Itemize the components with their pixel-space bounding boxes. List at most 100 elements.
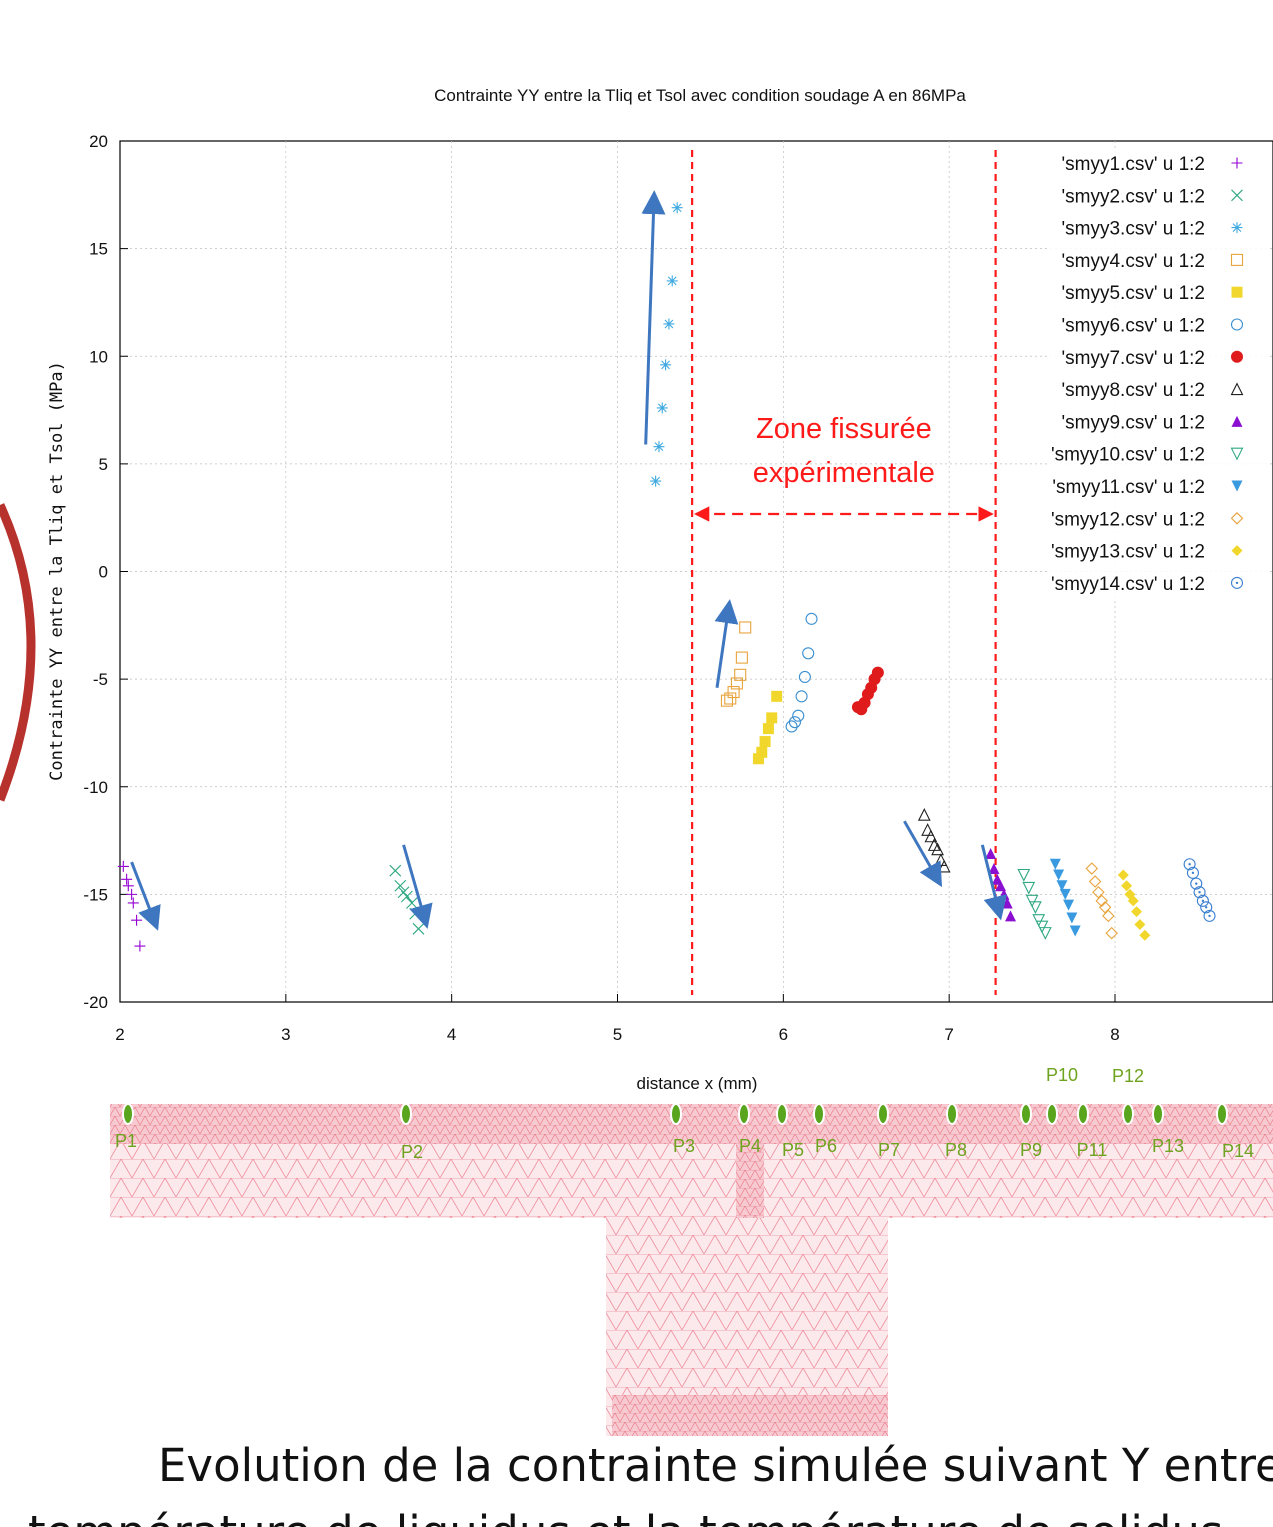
- legend-marker: [1230, 318, 1244, 331]
- probe-label: P11: [1077, 1140, 1108, 1160]
- y-tick-label: 5: [99, 455, 108, 474]
- data-point: [766, 712, 778, 724]
- data-point: [401, 890, 413, 903]
- data-point: [788, 716, 801, 729]
- data-point: [1186, 866, 1199, 879]
- legend-entry-label: 'smyy7.csv' u 1:2: [1062, 348, 1205, 369]
- y-tick-label: -15: [83, 885, 108, 904]
- data-point: [1059, 888, 1071, 900]
- data-point: [739, 621, 752, 634]
- y-tick-label: -20: [83, 993, 108, 1012]
- legend-entry-label: 'smyy3.csv' u 1:2: [1062, 219, 1205, 240]
- y-tick-label: 10: [89, 347, 108, 366]
- legend-entry-label: 'smyy10.csv' u 1:2: [1051, 445, 1205, 466]
- legend-marker: [1231, 545, 1243, 557]
- data-point: [389, 864, 402, 877]
- probe-label: P3: [673, 1136, 695, 1156]
- probe-marker: [738, 1103, 750, 1125]
- data-point: [134, 940, 146, 952]
- data-point: [795, 690, 808, 703]
- series-9: [985, 847, 1017, 922]
- data-point: [1053, 869, 1065, 881]
- series-1: [117, 860, 146, 952]
- data-point: [917, 808, 931, 821]
- data-point: [730, 677, 743, 690]
- data-point: [727, 685, 740, 699]
- probe-label: P2: [401, 1142, 423, 1162]
- data-point: [1022, 881, 1036, 895]
- y-axis-label: Contrainte YY entre la Tliq et Tsol (MPa…: [47, 361, 67, 781]
- data-point: [1200, 901, 1213, 914]
- legend-marker: [1231, 222, 1243, 234]
- legend-marker: [1231, 157, 1243, 169]
- data-point: [412, 922, 425, 935]
- data-point: [771, 690, 783, 702]
- probe-marker: [1216, 1103, 1228, 1125]
- x-tick-label: 4: [447, 1025, 456, 1044]
- data-point: [1088, 875, 1102, 888]
- legend-marker: [1230, 576, 1244, 589]
- series-14: [1183, 858, 1216, 922]
- probe-label: P8: [945, 1140, 967, 1160]
- probe-label: P5: [782, 1140, 804, 1160]
- data-point: [1029, 901, 1042, 915]
- legend-entry-label: 'smyy8.csv' u 1:2: [1062, 380, 1205, 401]
- data-point: [1139, 929, 1151, 941]
- data-point: [1127, 895, 1139, 907]
- data-point: [1092, 885, 1105, 899]
- probe-marker: [122, 1103, 134, 1125]
- y-ticks: 20 15 10 5 0 -5 -10 -15 -20: [83, 132, 128, 1012]
- y-tick-label: 15: [89, 240, 108, 259]
- probe-label: P9: [1020, 1140, 1042, 1160]
- series-12: [1085, 862, 1118, 940]
- data-point: [802, 647, 815, 660]
- series-8: [917, 808, 951, 873]
- data-point: [871, 666, 884, 679]
- series-6: [785, 612, 818, 733]
- data-point: [650, 475, 662, 487]
- legend-marker: [1230, 382, 1244, 396]
- caption-line-2: température de liquidus et la températur…: [28, 1506, 1223, 1527]
- x-tick-label: 8: [1110, 1025, 1119, 1044]
- x-ticks: 2 3 4 5 6 7 8: [115, 994, 1120, 1044]
- legend-marker: [1230, 447, 1244, 461]
- series-10: [1017, 868, 1052, 940]
- series-5: [752, 690, 783, 765]
- legend-entry-label: 'smyy11.csv' u 1:2: [1052, 477, 1205, 498]
- mesh-cross-section: [110, 1104, 1273, 1436]
- data-point: [985, 847, 997, 859]
- data-point: [663, 318, 675, 330]
- legend: 'smyy1.csv' u 1:2 'smyy2.csv' u 1:2 'smyy3…: [1050, 148, 1270, 600]
- data-point: [126, 888, 138, 900]
- x-tick-label: 2: [115, 1025, 124, 1044]
- data-point: [735, 651, 748, 664]
- data-point: [805, 612, 818, 625]
- data-point: [1049, 858, 1061, 870]
- probe-label: P10: [1046, 1065, 1078, 1085]
- data-point: [931, 842, 944, 856]
- y-tick-label: -10: [83, 778, 108, 797]
- probe-label: P7: [878, 1140, 900, 1160]
- legend-marker: [1231, 286, 1243, 298]
- data-point: [759, 736, 771, 748]
- data-point: [127, 897, 139, 909]
- data-point: [656, 402, 668, 414]
- series-7: [851, 666, 884, 716]
- x-tick-label: 7: [944, 1025, 953, 1044]
- data-point: [409, 907, 422, 920]
- data-point: [1063, 899, 1075, 911]
- data-point: [1105, 926, 1118, 940]
- data-point: [1203, 909, 1216, 922]
- data-point: [671, 202, 683, 214]
- probe-label: P6: [815, 1136, 837, 1156]
- probe-marker: [813, 1103, 825, 1125]
- series-11: [1049, 858, 1081, 937]
- data-point: [934, 853, 948, 866]
- probe-marker: [400, 1103, 412, 1125]
- data-point: [394, 879, 407, 892]
- legend-entry-label: 'smyy9.csv' u 1:2: [1062, 412, 1205, 433]
- legend-entry-label: 'smyy4.csv' u 1:2: [1062, 251, 1205, 272]
- data-point: [1069, 925, 1081, 937]
- trend-arrow: [903, 820, 943, 888]
